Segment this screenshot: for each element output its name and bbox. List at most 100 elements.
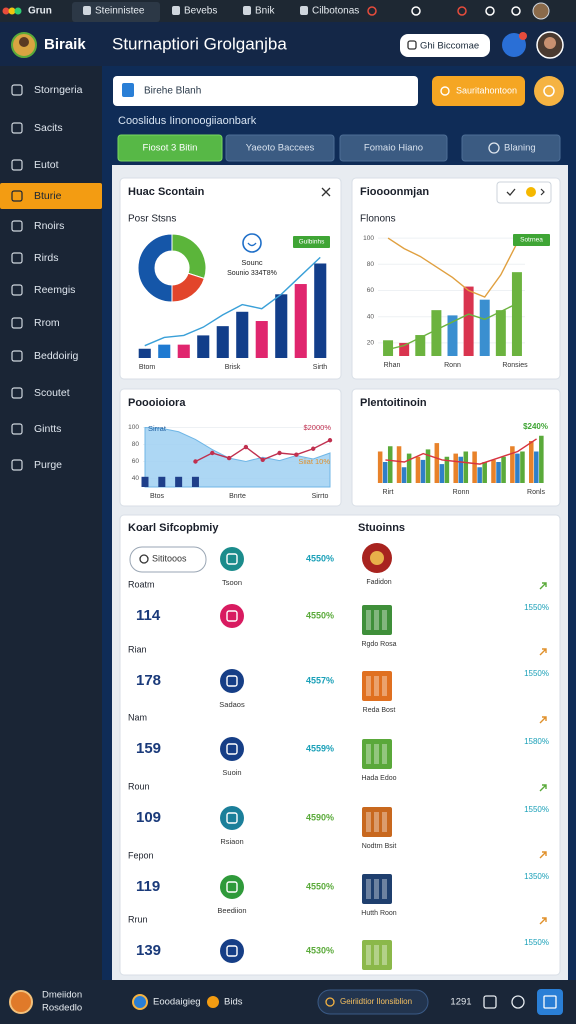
line-point (277, 450, 282, 456)
row-value: 139 (136, 942, 161, 959)
sidebar-icon (11, 459, 23, 471)
card-control[interactable] (496, 181, 552, 204)
footer-action[interactable] (537, 989, 563, 1015)
bar (255, 321, 268, 358)
browser-tab[interactable]: Bevebs (184, 6, 217, 17)
list-search-label: Sititooos (152, 553, 187, 563)
bar (534, 451, 539, 483)
item-thumb-detail (382, 879, 387, 899)
sidebar-item[interactable]: Gintts (34, 423, 61, 435)
footer-link[interactable]: Bids (224, 997, 243, 1008)
bar (275, 294, 288, 358)
row-value: 178 (136, 672, 161, 689)
row-label: Rrun (128, 914, 148, 924)
toolbar-icon[interactable] (485, 6, 495, 16)
tab-icon[interactable] (83, 6, 91, 15)
item-thumb-detail (366, 676, 371, 696)
sidebar-item[interactable]: Eutot (34, 159, 59, 171)
item-percent: 1550% (524, 603, 549, 612)
toolbar-icon[interactable] (411, 6, 421, 16)
close-icon[interactable] (321, 187, 331, 197)
tab-icon (488, 142, 500, 154)
x-axis-label: Sirrto (312, 493, 329, 500)
bar (415, 456, 421, 483)
profile-avatar-small[interactable] (532, 2, 550, 20)
sidebar-item[interactable]: Beddoirig (34, 350, 79, 362)
x-axis-label: Rirt (383, 489, 394, 496)
search-button[interactable] (432, 76, 525, 106)
bar (439, 464, 445, 483)
sidebar-item[interactable]: Reemgis (34, 284, 75, 296)
line-point (210, 450, 215, 456)
sidebar (0, 66, 102, 980)
page-title: Sturnaptiori Grolganjba (112, 34, 287, 53)
footer-search-label: Geiriidtior Ilonsiblion (340, 997, 412, 1006)
area (144, 426, 331, 488)
search-box[interactable] (113, 76, 418, 106)
browser-tab[interactable]: Bnik (255, 6, 275, 17)
tab-icon[interactable] (172, 6, 180, 15)
settings-button[interactable] (534, 76, 564, 106)
footer-icon[interactable] (511, 995, 525, 1009)
bar (382, 462, 388, 483)
sidebar-item[interactable]: Purge (34, 459, 62, 471)
toolbar-icon[interactable] (457, 6, 467, 16)
tab-label[interactable]: Fomaio Hiano (364, 143, 423, 154)
tab-icon[interactable] (300, 6, 308, 15)
toolbar-icon[interactable] (367, 6, 377, 16)
x-axis-label: Bnrte (229, 493, 246, 500)
item-thumb (362, 605, 392, 635)
x-axis-label: Sirth (313, 364, 328, 371)
footer-app-icon (132, 994, 148, 1010)
sidebar-item[interactable]: Storngeria (34, 84, 83, 96)
bar (472, 451, 477, 483)
legend-icon-mark (247, 242, 257, 247)
tab-icon[interactable] (243, 6, 251, 15)
tab-label[interactable]: Yaeoto Baccees (246, 143, 315, 154)
bar (175, 476, 183, 487)
x-axis-label: Ronls (527, 489, 545, 496)
sidebar-icon (11, 252, 23, 264)
footer-app[interactable]: Eoodaigieg (153, 997, 201, 1008)
y-tick-label: 80 (132, 441, 140, 448)
row-icon-glyph (226, 743, 238, 755)
tab[interactable] (117, 134, 223, 162)
header-button[interactable] (400, 34, 490, 57)
footer-icon[interactable] (483, 995, 497, 1009)
list-search[interactable] (129, 546, 207, 573)
toolbar-icon[interactable] (511, 6, 521, 16)
bar (314, 263, 327, 358)
trend-arrow (539, 784, 547, 792)
card (351, 177, 561, 380)
item-thumb (362, 874, 392, 904)
sidebar-item[interactable]: Sacits (34, 122, 63, 134)
list-search-icon (139, 554, 149, 564)
tab-label[interactable]: Fiosot 3 Bitin (143, 143, 198, 154)
sidebar-item[interactable]: Rirds (34, 252, 59, 264)
badge-text: Gulbinhs (299, 239, 325, 246)
sidebar-item[interactable]: Rnoirs (34, 220, 64, 232)
tab[interactable] (225, 134, 335, 162)
footer-search[interactable] (317, 989, 429, 1015)
search-icon (122, 83, 134, 97)
panel-title: Koarl Sifcopbmiy (128, 522, 219, 534)
sidebar-item[interactable]: Rrom (34, 317, 60, 329)
sidebar-item[interactable]: Bturie (34, 190, 62, 202)
tab-label[interactable]: Blaning (504, 143, 536, 154)
browser-tab[interactable]: Steinnistee (95, 6, 145, 17)
notification-button[interactable] (502, 33, 526, 57)
bar (463, 286, 474, 356)
bar (138, 348, 151, 358)
bar (406, 453, 412, 483)
tab[interactable] (339, 134, 448, 162)
browser-tab[interactable]: Cilbotonas (312, 6, 359, 17)
sidebar-item[interactable]: Scoutet (34, 387, 70, 399)
bar (434, 443, 440, 483)
bar (216, 326, 229, 358)
search-button-icon (440, 86, 450, 96)
browser-tab[interactable]: Grun (28, 6, 52, 17)
tab[interactable] (461, 134, 561, 162)
card-subtitle: Posr Stsns (128, 214, 176, 225)
item-thumb-detail (382, 676, 387, 696)
